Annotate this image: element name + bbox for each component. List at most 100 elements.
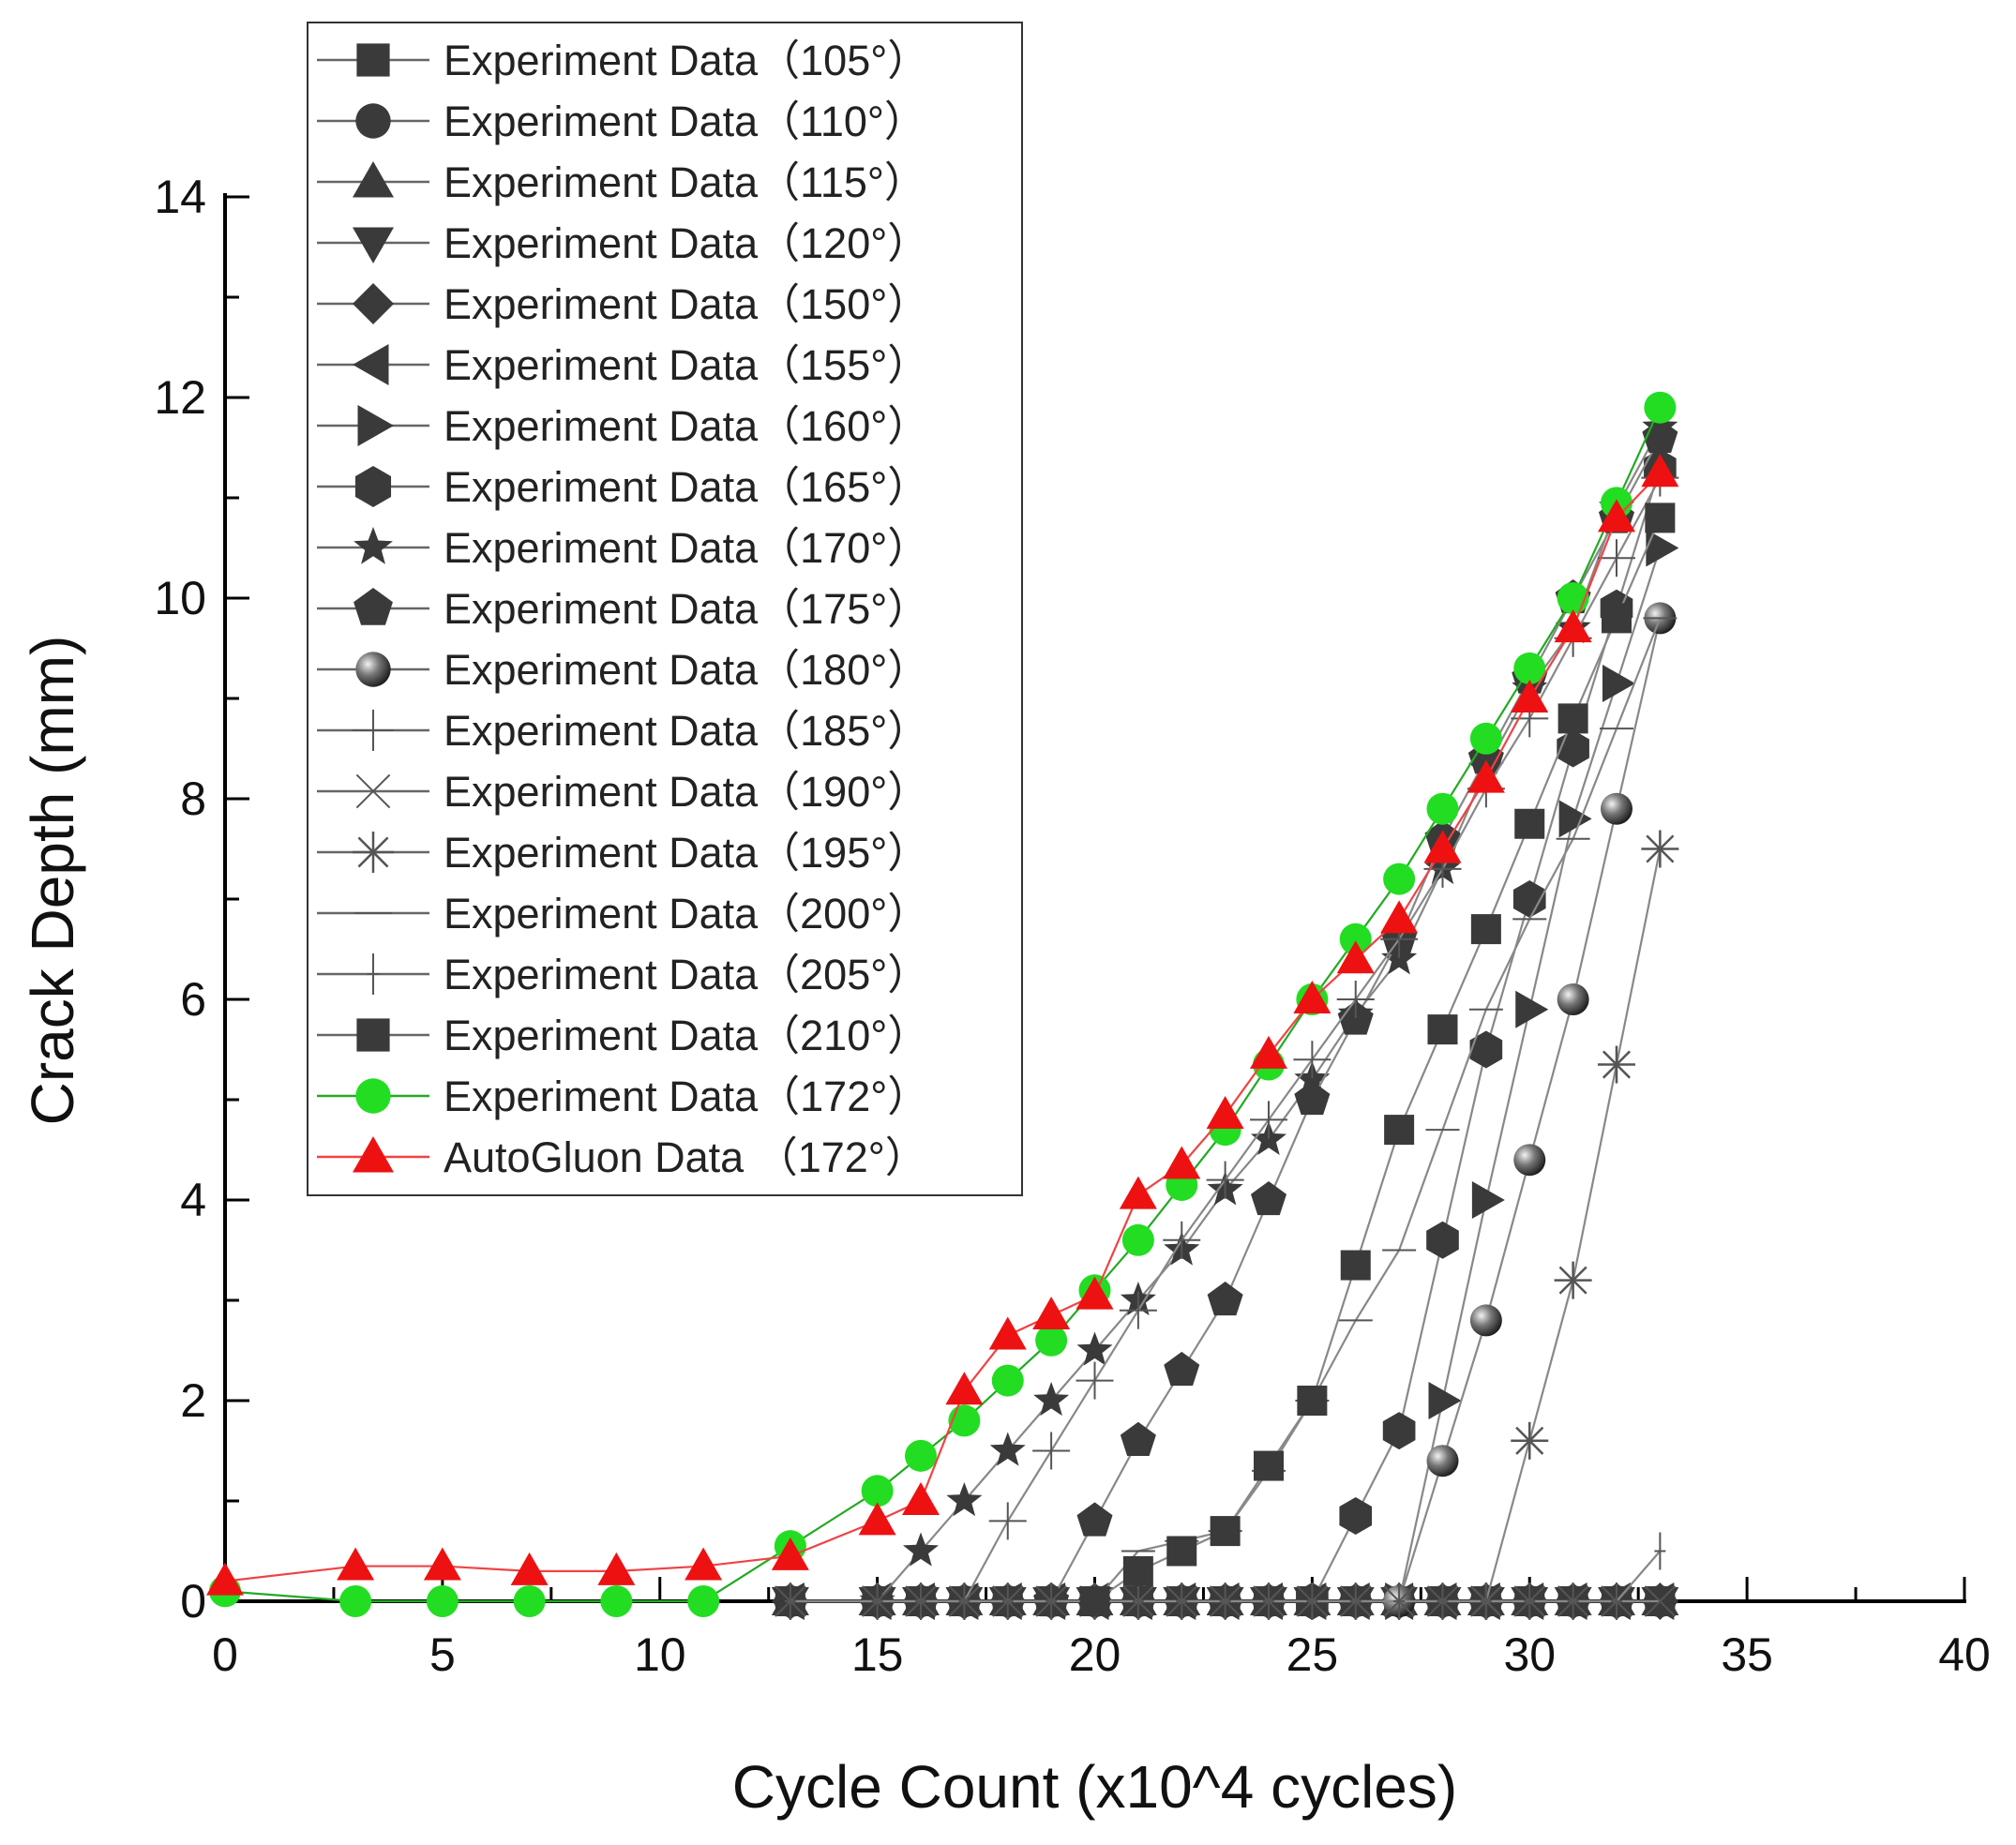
y-tick-label: 8 xyxy=(180,772,206,825)
data-point xyxy=(1423,830,1462,863)
data-point xyxy=(861,1475,894,1508)
data-point xyxy=(1641,454,1679,488)
data-point xyxy=(1646,529,1679,567)
data-point xyxy=(771,1537,809,1570)
data-point xyxy=(1426,1221,1459,1259)
y-axis-title: Crack Depth (mm) xyxy=(19,636,86,1126)
data-point xyxy=(1046,1582,1058,1620)
legend-entry: Experiment Data（210°） xyxy=(317,1012,929,1059)
legend-entry: Experiment Data（195°） xyxy=(317,829,929,877)
data-point xyxy=(1254,1450,1284,1481)
series-experiment-data-195 xyxy=(1467,830,1679,1620)
legend-marker xyxy=(355,103,391,139)
legend-marker xyxy=(367,953,380,995)
data-point xyxy=(1470,914,1501,945)
data-point xyxy=(902,1532,940,1567)
series-line xyxy=(790,1550,1662,1603)
series-experiment-data-205 xyxy=(784,1532,1666,1620)
legend-label: Experiment Data（200°） xyxy=(444,890,929,938)
y-tick-label: 4 xyxy=(180,1174,206,1226)
legend-entry: Experiment Data（172°） xyxy=(317,1072,929,1120)
data-point xyxy=(1339,922,1372,955)
legend-entry: Experiment Data（200°） xyxy=(317,890,929,938)
data-point xyxy=(1426,792,1459,825)
legend-entry: Experiment Data（170°） xyxy=(317,524,929,572)
legend-marker xyxy=(353,161,394,198)
data-point xyxy=(1469,1030,1503,1069)
data-point xyxy=(945,1372,984,1405)
data-point xyxy=(1263,1582,1274,1620)
data-point xyxy=(1611,1582,1622,1620)
data-point xyxy=(206,1562,244,1596)
data-point xyxy=(1294,1081,1331,1116)
legend-entry: Experiment Data（155°） xyxy=(317,341,929,389)
series-layer xyxy=(206,391,1679,1620)
data-point xyxy=(1641,830,1679,868)
data-point xyxy=(1602,603,1632,634)
x-axis-title: Cycle Count (x10^4 cycles) xyxy=(732,1753,1457,1821)
data-point xyxy=(1654,1532,1666,1570)
data-point xyxy=(1514,808,1545,839)
data-point xyxy=(1601,792,1632,825)
data-point xyxy=(1426,1445,1459,1478)
data-point xyxy=(1382,1412,1416,1450)
data-point xyxy=(1120,1421,1156,1456)
data-point xyxy=(1513,1144,1546,1177)
data-point xyxy=(1567,1582,1579,1620)
legend-label: Experiment Data（110°） xyxy=(444,98,926,145)
data-point xyxy=(1119,1291,1157,1329)
legend-label: Experiment Data（120°） xyxy=(444,219,929,267)
data-point xyxy=(1210,1516,1241,1547)
data-point xyxy=(1598,1045,1635,1084)
legend-entry: Experiment Data（205°） xyxy=(317,951,929,998)
data-point xyxy=(1437,1582,1449,1620)
legend-entry: Experiment Data（110°） xyxy=(317,98,926,145)
data-point xyxy=(1383,862,1416,895)
data-point xyxy=(1001,1582,1014,1620)
legend-label: Experiment Data（210°） xyxy=(444,1012,929,1059)
x-tick-label: 30 xyxy=(1503,1628,1556,1681)
data-point xyxy=(1471,1181,1505,1219)
data-point xyxy=(1119,1176,1157,1209)
data-point xyxy=(1132,1582,1144,1620)
y-tick-label: 6 xyxy=(180,973,206,1026)
data-point xyxy=(1558,800,1592,838)
legend-entry: Experiment Data（165°） xyxy=(317,463,929,511)
legend-entry: Experiment Data（190°） xyxy=(317,768,929,816)
data-point xyxy=(1336,940,1375,974)
data-point xyxy=(1033,1382,1070,1417)
legend-marker xyxy=(356,1018,390,1052)
series-experiment-data-172 xyxy=(209,391,1677,1617)
legend-label: Experiment Data（165°） xyxy=(444,463,929,511)
data-point xyxy=(1076,1361,1114,1400)
data-point xyxy=(1480,1582,1492,1620)
x-tick-label: 15 xyxy=(851,1628,904,1681)
legend-marker xyxy=(353,227,394,263)
data-point xyxy=(1166,1536,1197,1567)
x-tick-label: 20 xyxy=(1069,1628,1121,1681)
data-point xyxy=(339,1585,372,1617)
x-tick-label: 5 xyxy=(429,1628,456,1681)
legend-marker xyxy=(355,652,391,687)
series-autogluon-data-172 xyxy=(206,454,1679,1596)
data-point xyxy=(1076,1502,1113,1537)
data-point xyxy=(1512,880,1546,918)
x-tick-label: 35 xyxy=(1721,1628,1773,1681)
data-point xyxy=(1163,1146,1201,1179)
legend-marker xyxy=(354,527,393,564)
data-point xyxy=(423,1547,461,1581)
legend-label: Experiment Data（150°） xyxy=(444,280,929,328)
legend-marker xyxy=(353,710,394,751)
data-point xyxy=(958,1582,970,1620)
y-tick-label: 14 xyxy=(154,171,206,223)
data-point xyxy=(1122,1555,1153,1586)
data-point xyxy=(687,1585,720,1617)
legend-entry: Experiment Data（105°） xyxy=(317,37,929,84)
data-point xyxy=(1469,1304,1502,1337)
legend-marker xyxy=(354,588,393,625)
legend-entry: Experiment Data（115°） xyxy=(317,158,926,206)
data-point xyxy=(1297,1386,1328,1416)
data-point xyxy=(1336,981,1375,1018)
legend-marker xyxy=(355,773,391,809)
